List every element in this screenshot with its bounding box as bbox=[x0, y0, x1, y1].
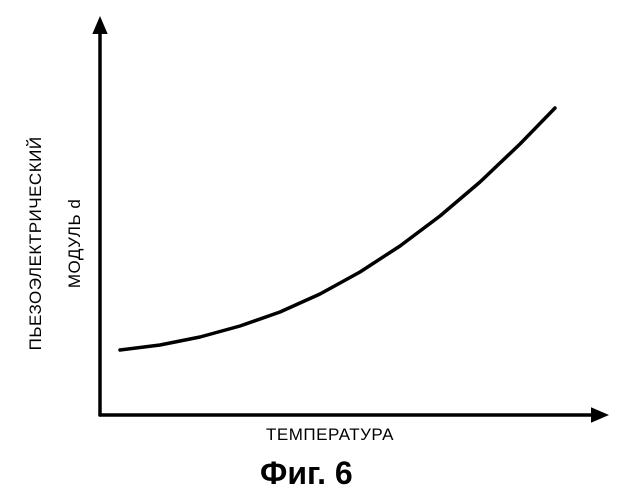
x-axis-label: ТЕМПЕРАТУРА bbox=[230, 425, 430, 445]
figure-container: ПЬЕЗОЭЛЕКТРИЧЕСКИЙ МОДУЛЬ d ТЕМПЕРАТУРА … bbox=[0, 0, 637, 500]
y-axis-label-line1: ПЬЕЗОЭЛЕКТРИЧЕСКИЙ bbox=[26, 136, 45, 350]
y-axis-arrow bbox=[92, 16, 107, 34]
y-axis-label: ПЬЕЗОЭЛЕКТРИЧЕСКИЙ МОДУЛЬ d bbox=[6, 104, 104, 404]
data-curve bbox=[120, 108, 555, 350]
figure-caption: Фиг. 6 bbox=[260, 455, 353, 492]
x-axis bbox=[100, 407, 609, 422]
x-axis-arrow bbox=[591, 407, 609, 422]
y-axis-label-line2: МОДУЛЬ d bbox=[65, 199, 84, 288]
